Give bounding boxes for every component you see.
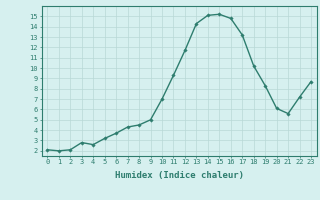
X-axis label: Humidex (Indice chaleur): Humidex (Indice chaleur) [115,171,244,180]
